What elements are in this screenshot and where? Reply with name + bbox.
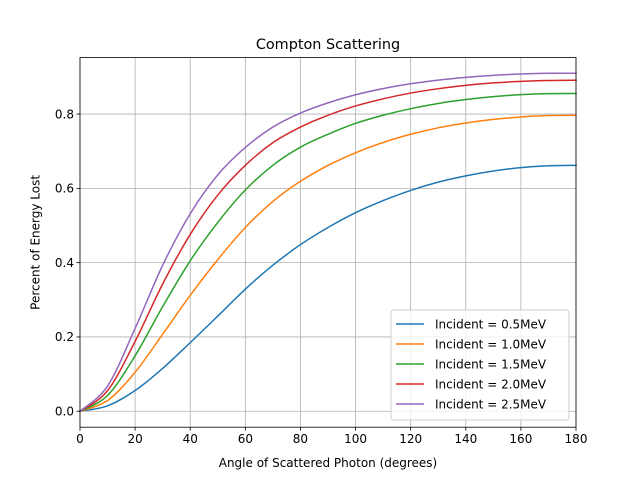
x-tick-label: 160 [509, 432, 532, 446]
legend-label-5: Incident = 2.5MeV [435, 397, 547, 411]
legend-label-3: Incident = 1.5MeV [435, 357, 547, 371]
x-tick-label: 120 [399, 432, 422, 446]
x-tick-label: 0 [76, 432, 84, 446]
series-line-5 [78, 72, 577, 413]
x-tick-label: 100 [344, 432, 367, 446]
x-tick-label: 40 [183, 432, 198, 446]
y-axis-label: Percent of Energy Lost [29, 175, 43, 310]
series-line-3 [78, 92, 577, 413]
y-tick-label: 0.6 [55, 182, 74, 196]
y-tick-label: 0.2 [55, 330, 74, 344]
series-line-4 [78, 79, 577, 413]
x-tick-label: 60 [238, 432, 253, 446]
x-tick-label: 140 [454, 432, 477, 446]
x-axis-label: Angle of Scattered Photon (degrees) [219, 456, 438, 470]
legend-label-2: Incident = 1.0MeV [435, 337, 547, 351]
series-line-1 [79, 164, 577, 413]
x-axis-ticks: 0 20 40 60 80 100 120 140 160 180 [76, 427, 587, 446]
y-tick-label: 0.0 [55, 405, 74, 419]
y-tick-label: 0.4 [55, 256, 74, 270]
legend-label-4: Incident = 2.0MeV [435, 377, 547, 391]
legend: Incident = 0.5MeV Incident = 1.0MeV Incide… [390, 309, 570, 421]
legend-label-1: Incident = 0.5MeV [435, 317, 547, 331]
y-tick-label: 0.8 [55, 107, 74, 121]
plot-frame [79, 57, 577, 428]
x-tick-label: 20 [127, 432, 142, 446]
x-tick-label: 180 [565, 432, 588, 446]
series-line-2 [79, 114, 577, 413]
y-axis-ticks: 0.0 0.2 0.4 0.6 0.8 [55, 107, 80, 419]
legend-box [390, 309, 570, 421]
series-lines [78, 72, 577, 413]
x-tick-label: 80 [293, 432, 308, 446]
chart-title: Compton Scattering [256, 37, 400, 53]
